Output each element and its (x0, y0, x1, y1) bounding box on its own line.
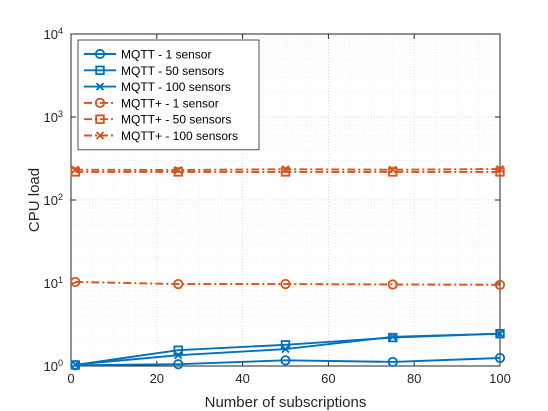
legend-item: MQTT - 100 sensors (84, 80, 231, 94)
marker-square (70, 167, 80, 177)
legend-item: MQTT - 1 sensor (84, 48, 211, 62)
marker-circle (494, 279, 506, 290)
marker-circle (173, 278, 184, 290)
marker-circle (387, 279, 398, 290)
legend-item: MQTT+ - 1 sensor (84, 96, 219, 110)
legend-label: MQTT+ - 50 sensors (121, 113, 231, 127)
x-tick-label: 40 (235, 371, 249, 386)
marker-circle (70, 276, 81, 288)
marker-x (495, 329, 505, 338)
legend-label: MQTT+ - 100 sensors (121, 129, 238, 143)
x-tick-label: 60 (321, 371, 335, 386)
marker-x (95, 131, 105, 140)
marker-circle (94, 97, 106, 109)
marker-circle (494, 352, 506, 364)
y-tick-label: 103 (44, 109, 63, 125)
series-2 (71, 329, 505, 369)
series-5 (71, 164, 505, 175)
legend-item: MQTT+ - 50 sensors (84, 113, 231, 127)
legend-label: MQTT - 100 sensors (121, 80, 231, 94)
legend-label: MQTT - 50 sensors (121, 64, 224, 78)
marker-circle (387, 356, 398, 368)
x-axis-label: Number of subscriptions (205, 394, 367, 411)
legend-label: MQTT - 1 sensor (121, 48, 211, 62)
marker-x (95, 82, 105, 91)
series-line (75, 357, 501, 367)
marker-square (388, 167, 398, 177)
series-line (75, 280, 501, 286)
marker-square (95, 114, 105, 124)
marker-circle (280, 355, 291, 366)
marker-x (388, 165, 397, 174)
legend-item: MQTT - 50 sensors (84, 64, 224, 78)
marker-x (495, 164, 505, 174)
marker-square (173, 167, 183, 177)
y-tick-label: 100 (44, 358, 63, 374)
x-tick-label: 80 (407, 371, 421, 386)
legend-item: MQTT+ - 100 sensors (84, 129, 238, 143)
marker-x (174, 351, 183, 360)
marker-circle (94, 48, 106, 60)
marker-circle (173, 359, 184, 370)
marker-x (174, 165, 183, 175)
x-tick-label: 100 (489, 371, 511, 386)
legend-box (77, 39, 260, 151)
legend-label: MQTT+ - 1 sensor (121, 96, 219, 110)
marker-circle (280, 278, 291, 290)
series-3 (70, 276, 506, 290)
marker-x (281, 165, 290, 174)
marker-x (281, 344, 290, 354)
y-axis-label: CPU load (26, 168, 43, 232)
marker-square (95, 65, 105, 75)
marker-x (388, 332, 397, 341)
marker-x (71, 165, 80, 174)
series-4 (70, 167, 505, 177)
y-tick-label: 104 (44, 26, 63, 42)
marker-x (71, 360, 80, 369)
legend: MQTT - 1 sensor MQTT - 50 sensors MQTT - 1… (77, 39, 260, 151)
y-tick-label: 101 (44, 275, 63, 291)
x-tick-label: 0 (67, 371, 74, 386)
x-tick-label: 20 (150, 371, 164, 386)
y-tick-label: 102 (44, 192, 63, 208)
